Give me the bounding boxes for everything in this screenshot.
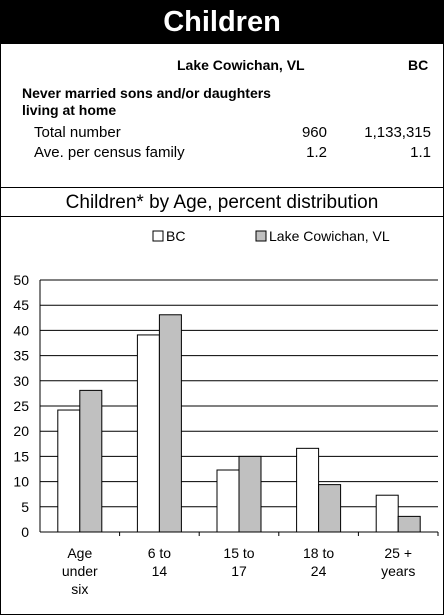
y-tick-label: 20 (13, 423, 29, 439)
row-label-total: Total number (34, 124, 121, 141)
y-tick-label: 40 (13, 322, 29, 338)
legend-label: BC (166, 228, 185, 244)
legend-swatch (152, 230, 164, 242)
bar-local (318, 484, 342, 533)
row-average-bc-value: 1.1 (410, 144, 431, 161)
row-total-bc-value: 1,133,315 (364, 124, 431, 141)
y-tick-label: 45 (13, 297, 29, 313)
y-tick-label: 15 (13, 448, 29, 464)
bar-local (79, 389, 103, 533)
bar-local (397, 515, 421, 533)
x-tick-label: 15 to (223, 545, 254, 561)
bar-bc (57, 409, 81, 533)
chart-title: Children* by Age, percent distribution (65, 192, 379, 213)
x-tick-label: six (71, 581, 88, 597)
y-tick-label: 0 (21, 524, 29, 540)
y-tick-label: 35 (13, 348, 29, 364)
x-tick-label: 24 (311, 563, 327, 579)
section-heading: Never married sons and/or daughters livi… (22, 85, 271, 118)
x-tick-label: 17 (231, 563, 247, 579)
y-tick-label: 50 (13, 272, 29, 288)
column-header-bc: BC (408, 57, 429, 73)
x-tick-label: Age (67, 545, 92, 561)
x-tick-label: 25 + (384, 545, 412, 561)
divider-top (0, 187, 444, 188)
x-tick-label: 14 (152, 563, 168, 579)
bar-bc (216, 469, 240, 533)
row-average-local-value: 1.2 (306, 144, 327, 161)
bar-local (238, 455, 262, 533)
page-title: Children (0, 0, 444, 44)
bar-bc (296, 447, 320, 533)
row-label-average: Ave. per census family (34, 144, 185, 161)
bar-bc (375, 494, 399, 533)
x-tick-label: years (381, 563, 415, 579)
legend-label: Lake Cowichan, VL (269, 228, 390, 244)
y-tick-label: 5 (21, 499, 29, 515)
x-tick-label: under (62, 563, 98, 579)
y-tick-label: 10 (13, 474, 29, 490)
legend-swatch (255, 230, 267, 242)
divider-chart (0, 216, 444, 217)
x-tick-label: 18 to (303, 545, 334, 561)
y-tick-label: 30 (13, 373, 29, 389)
x-tick-label: 6 to (148, 545, 172, 561)
bar-bc (136, 334, 160, 533)
row-total-local-value: 960 (301, 124, 327, 141)
bar-local (158, 314, 182, 533)
y-tick-label: 25 (13, 398, 29, 414)
column-header-local: Lake Cowichan, VL (177, 57, 305, 73)
